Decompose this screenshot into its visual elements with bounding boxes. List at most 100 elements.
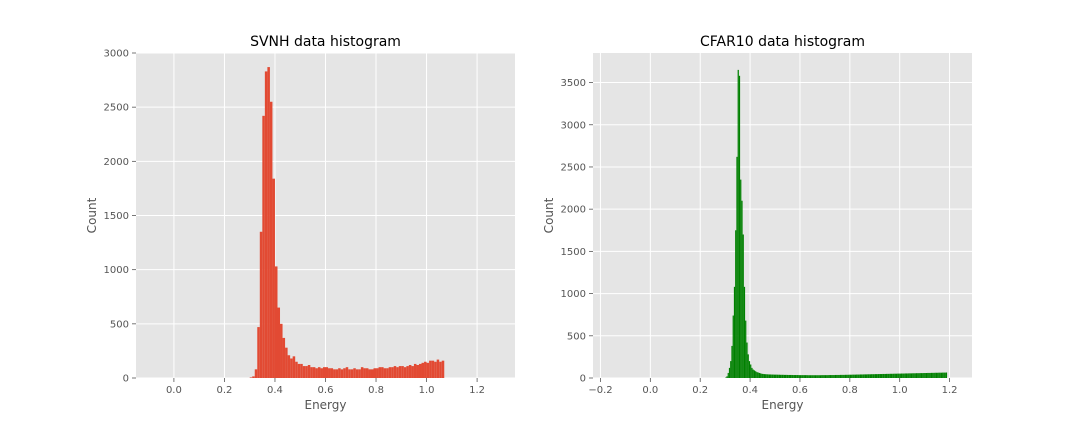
cfar10-bar: [819, 375, 822, 378]
cfar10-bar: [918, 373, 920, 378]
cfar10-bar: [804, 375, 807, 378]
svnh-bar: [368, 369, 371, 378]
cfar10-bar: [846, 374, 848, 378]
svnh-bar: [393, 366, 397, 378]
svnh-bar: [391, 367, 394, 378]
cfar10-bar: [834, 374, 837, 378]
cfar10-bar: [908, 373, 910, 378]
svnh-bar: [257, 327, 260, 378]
cfar10-bar: [932, 372, 934, 378]
svnh-bar: [333, 369, 336, 378]
cfar10-bar: [838, 374, 840, 378]
cfar10-x-tick-label: 0.8: [842, 385, 858, 396]
cfar10-bar: [910, 373, 913, 378]
svnh-bar: [307, 365, 311, 378]
cfar10-bar: [798, 375, 800, 378]
svnh-bar: [322, 367, 326, 378]
cfar10-bar: [783, 374, 785, 378]
cfar10-bar: [762, 373, 764, 378]
svnh-bar: [277, 307, 281, 378]
cfar10-bar: [885, 373, 888, 378]
cfar10-bar: [770, 374, 772, 378]
cfar10-bar: [877, 374, 879, 378]
cfar10-y-tick-label: 1000: [561, 289, 586, 300]
cfar10-bar: [887, 373, 889, 378]
svnh-bar: [312, 367, 316, 378]
svnh-y-tick-label: 2500: [104, 103, 129, 114]
cfar10-bar: [736, 156, 738, 378]
cfar10-bar: [863, 374, 865, 378]
svnh-bar: [249, 377, 253, 378]
cfar10-bar: [843, 374, 845, 378]
svnh-bar: [340, 369, 344, 378]
cfar10-bar: [894, 373, 896, 378]
cfar10-bar: [794, 375, 797, 378]
svnh-bar: [267, 67, 270, 378]
svnh-x-tick-label: 0.6: [318, 385, 334, 396]
cfar10-bar: [786, 374, 788, 378]
cfar10-bar: [893, 373, 895, 378]
cfar10-x-tick-label: 0.2: [692, 385, 708, 396]
cfar10-bar: [811, 375, 813, 378]
cfar10-bar: [827, 375, 829, 378]
cfar10-bar: [905, 373, 908, 378]
cfar10-bar: [781, 374, 783, 378]
cfar10-bar: [755, 371, 757, 378]
cfar10-bar: [919, 373, 921, 378]
cfar10-x-tick-label: 0.6: [792, 385, 808, 396]
svnh-x-tick-label: 0.8: [368, 385, 384, 396]
cfar10-x-axis-label: Energy: [761, 398, 803, 412]
cfar10-bar: [802, 375, 804, 378]
svnh-x-tick-label: 1.0: [419, 385, 435, 396]
svnh-x-axis-label: Energy: [304, 398, 346, 412]
cfar10-bar: [791, 374, 793, 378]
cfar10-bar: [920, 373, 923, 378]
svnh-y-ticks: 0 500 1000 1500 2000 2500 3000: [104, 49, 136, 385]
cfar10-bar: [938, 372, 940, 378]
svnh-bar: [290, 358, 293, 378]
cfar10-bar: [813, 375, 815, 378]
cfar10-bar: [788, 374, 790, 378]
svnh-bar: [401, 366, 404, 378]
cfar10-bar: [812, 375, 814, 378]
cfar10-y-tick-label: 0: [580, 374, 586, 385]
svnh-bar: [370, 369, 374, 378]
cfar10-y-tick-label: 1500: [561, 247, 586, 258]
cfar10-bar: [801, 375, 803, 378]
cfar10-bar: [900, 373, 903, 378]
cfar10-bar: [930, 372, 933, 378]
cfar10-bar: [848, 374, 850, 378]
svnh-bar: [378, 367, 382, 378]
cfar10-bar: [787, 374, 789, 378]
cfar10-bar: [737, 69, 739, 378]
svnh-y-tick-label: 0: [123, 374, 129, 385]
cfar10-bar: [876, 374, 878, 378]
svnh-bar: [272, 178, 275, 378]
cfar10-bar: [772, 374, 774, 378]
cfar10-bar: [823, 375, 825, 378]
cfar10-bar: [753, 370, 756, 378]
svnh-bar: [358, 369, 361, 378]
cfar10-bar: [732, 315, 734, 378]
cfar10-bar: [933, 372, 935, 378]
cfar10-bar: [857, 374, 859, 378]
svnh-bar: [381, 367, 384, 378]
cfar10-bar: [780, 374, 782, 378]
cfar10-bar: [824, 375, 827, 378]
cfar10-bar: [740, 179, 742, 378]
cfar10-bar: [747, 354, 749, 378]
cfar10-bar: [757, 372, 759, 378]
cfar10-chart-title: CFAR10 data histogram: [700, 34, 865, 50]
cfar10-bar: [915, 373, 918, 378]
cfar10-bar: [943, 372, 945, 378]
cfar10-bar: [922, 373, 924, 378]
svnh-y-tick-label: 3000: [104, 49, 129, 60]
cfar10-bar: [861, 374, 863, 378]
cfar10-bar: [789, 374, 792, 378]
cfar10-bar: [924, 373, 926, 378]
svnh-bar: [373, 368, 377, 378]
cfar10-bar: [939, 372, 941, 378]
svnh-bar: [328, 368, 331, 378]
cfar10-x-tick-label: 0.0: [642, 385, 658, 396]
